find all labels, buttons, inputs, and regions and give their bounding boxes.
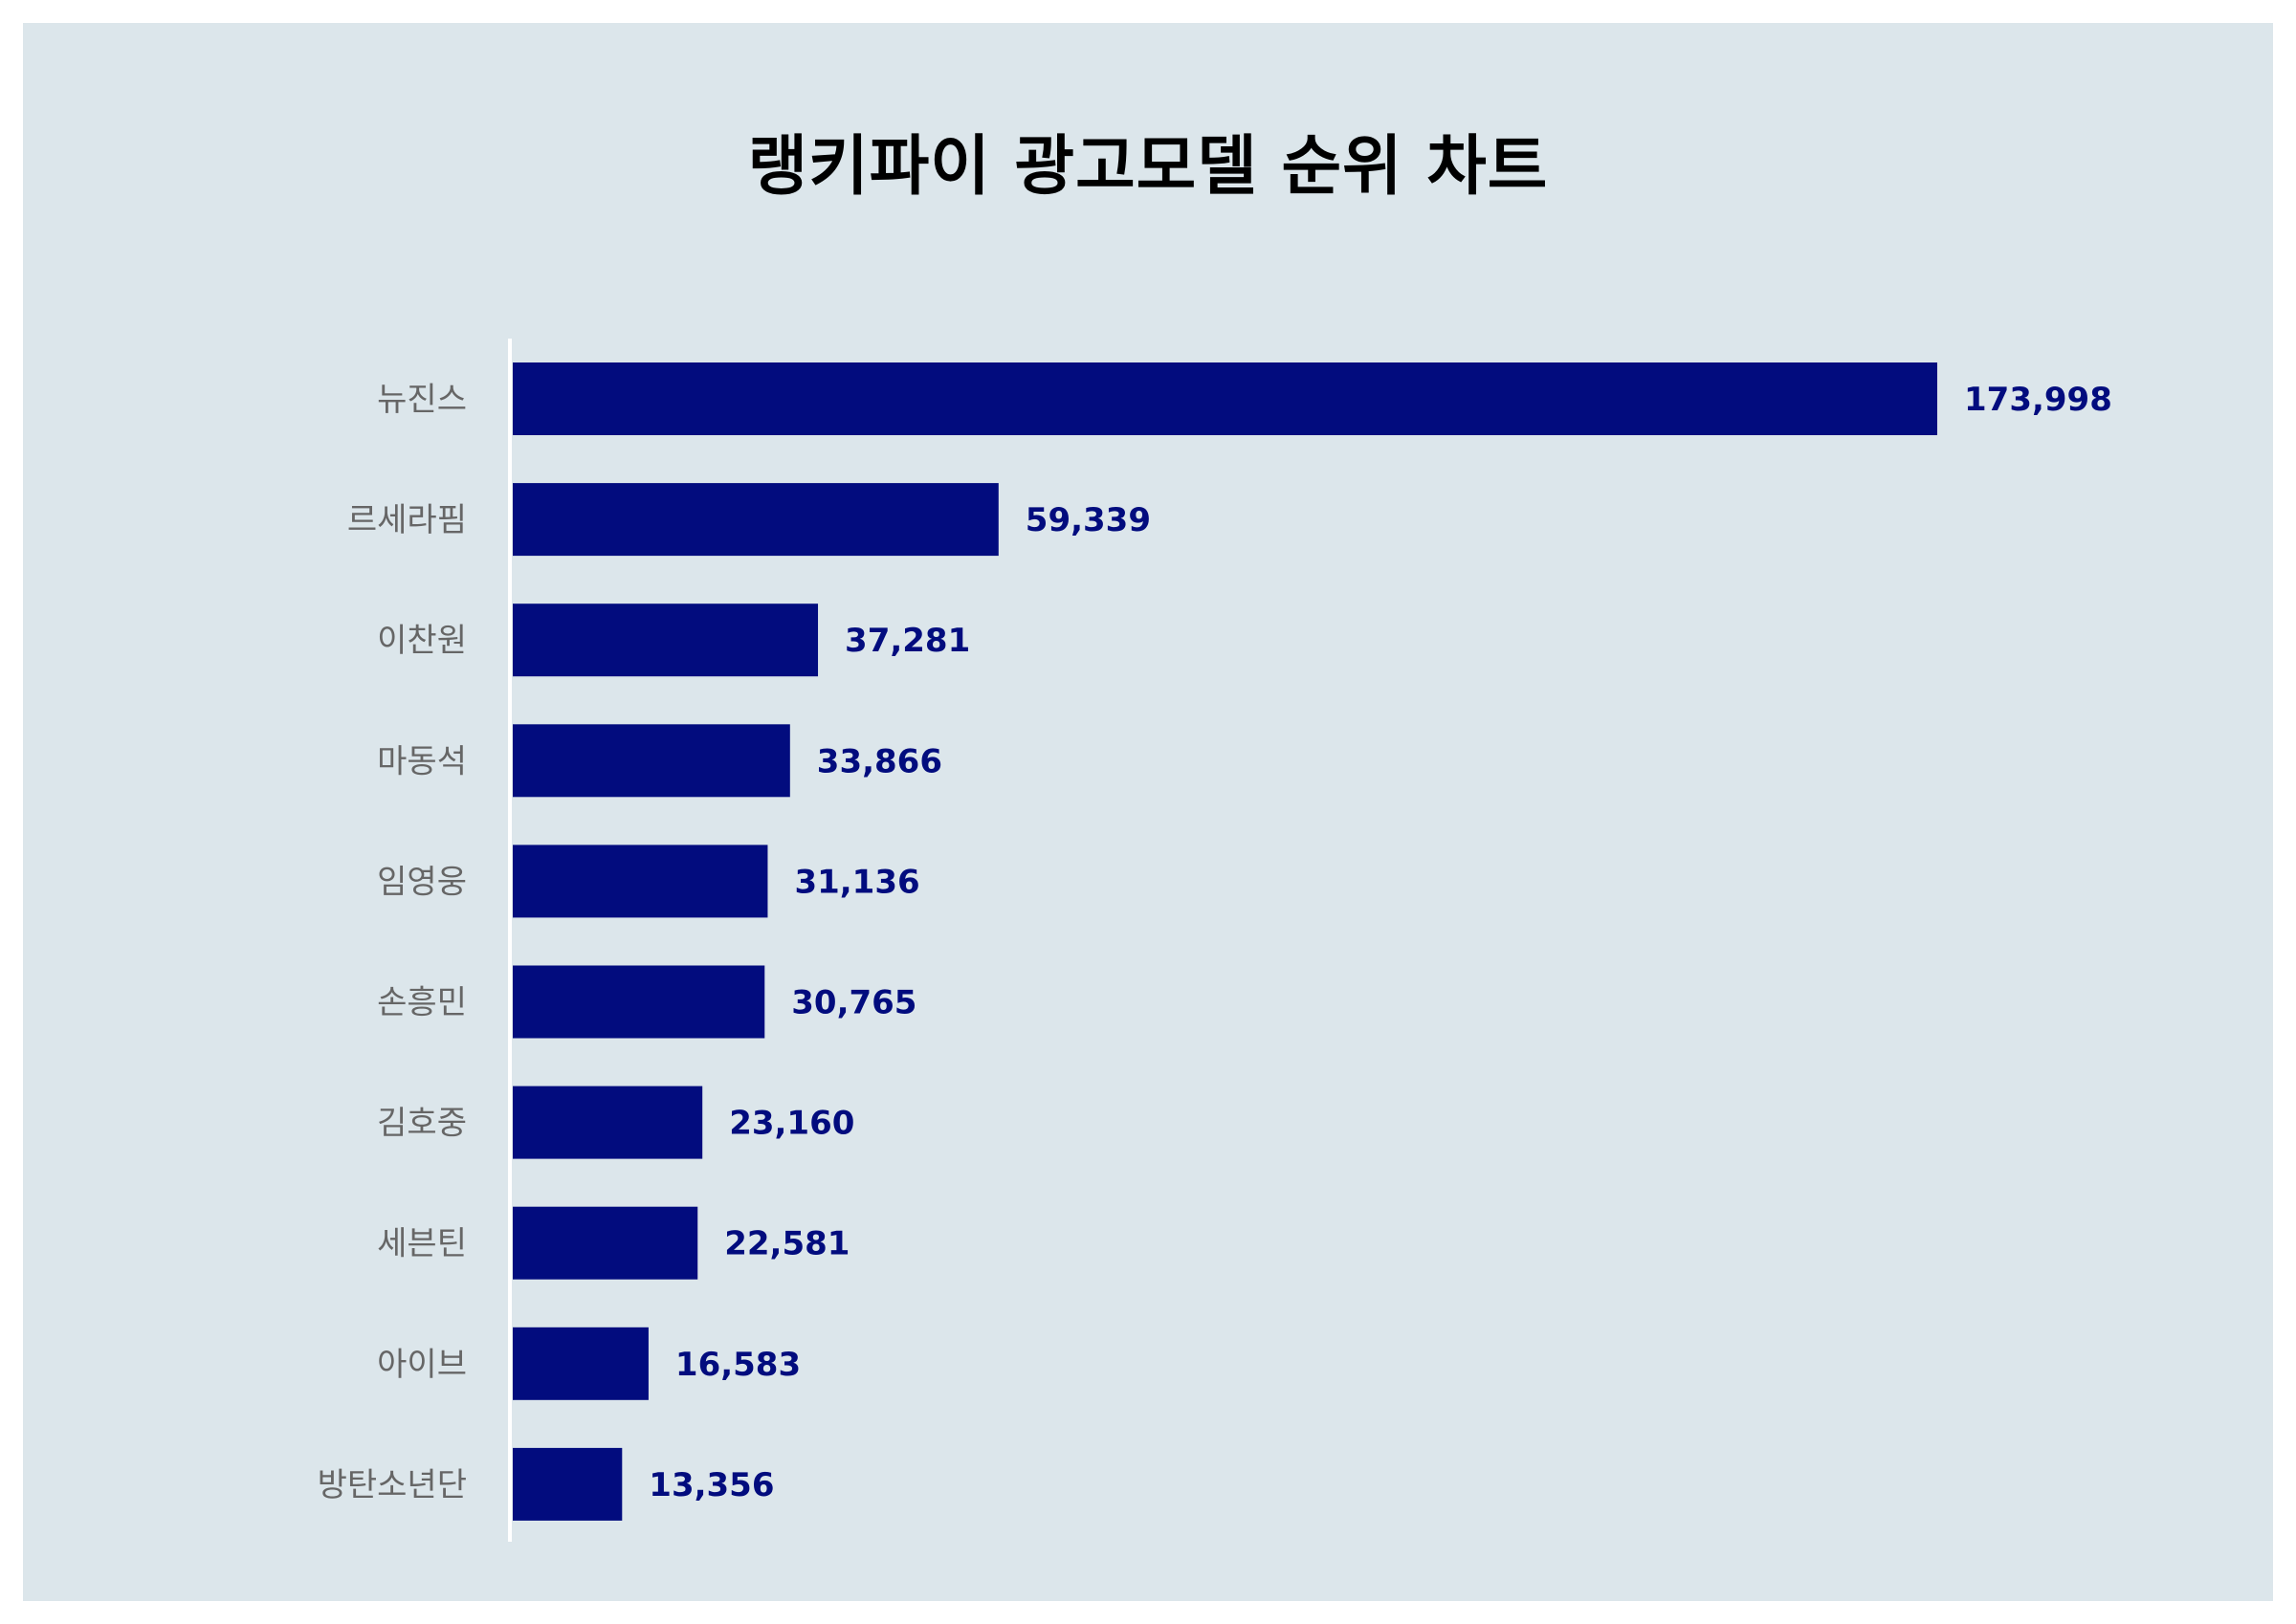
category-label: 임영웅	[377, 863, 467, 901]
category-label: 김호중	[377, 1105, 467, 1143]
bar	[513, 965, 765, 1039]
bar	[513, 604, 819, 677]
bar	[513, 724, 790, 798]
category-label: 이찬원	[377, 622, 467, 660]
chart-title: 랭키파이 광고모델 순위 차트	[747, 129, 1549, 205]
value-label: 59,339	[1026, 501, 1151, 539]
bar	[513, 1327, 649, 1400]
value-label: 33,866	[817, 742, 942, 780]
category-label: 방탄소년단	[318, 1466, 467, 1504]
value-label: 173,998	[1964, 381, 2112, 419]
bar	[513, 1447, 623, 1521]
category-label: 뉴진스	[377, 381, 467, 419]
value-label: 37,281	[845, 622, 970, 660]
category-label: 아이브	[377, 1346, 467, 1384]
bar	[513, 483, 999, 557]
category-label: 마동석	[377, 742, 467, 780]
value-label: 13,356	[649, 1466, 774, 1504]
bar	[513, 1206, 698, 1280]
value-label: 16,583	[675, 1346, 801, 1384]
chart-background	[23, 23, 2273, 1601]
value-label: 23,160	[729, 1105, 854, 1143]
bar	[513, 845, 768, 918]
bar	[513, 1086, 703, 1159]
bar	[513, 362, 1937, 435]
value-label: 22,581	[724, 1225, 850, 1263]
value-label: 31,136	[794, 863, 919, 901]
category-label: 세븐틴	[377, 1225, 467, 1263]
value-label: 30,765	[791, 984, 916, 1022]
category-label: 손흥민	[377, 984, 467, 1022]
category-label: 르세라핌	[347, 501, 467, 539]
